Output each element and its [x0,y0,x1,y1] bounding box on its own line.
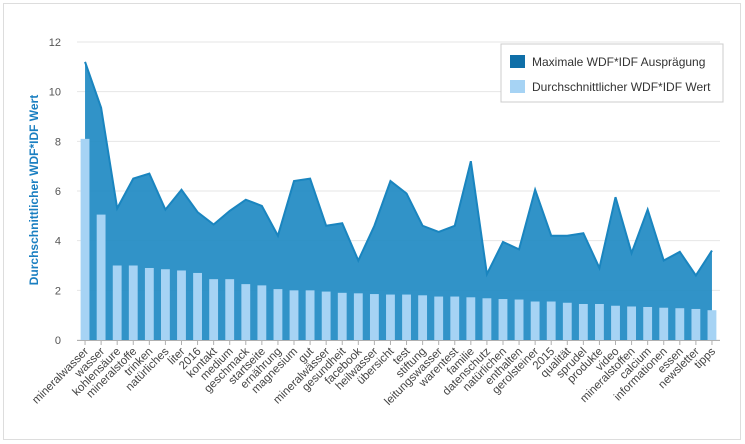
avg-bar[interactable] [80,138,90,340]
y-tick-label: 8 [55,136,61,148]
avg-bar[interactable] [209,279,219,340]
legend: Maximale WDF*IDF Ausprägung Durchschnitt… [500,43,724,103]
y-tick-label: 12 [49,37,61,49]
avg-bar[interactable] [402,294,411,340]
avg-bar[interactable] [530,301,540,340]
avg-bar[interactable] [450,296,460,340]
avg-bar[interactable] [369,294,379,340]
avg-bar[interactable] [160,269,170,340]
axes [77,340,720,345]
legend-swatch-max[interactable] [510,55,525,68]
y-tick-label: 6 [55,186,61,198]
avg-bar[interactable] [466,297,476,340]
y-tick-label: 0 [55,335,61,347]
avg-series-bars [80,138,717,341]
legend-box [500,43,724,103]
avg-bar[interactable] [225,279,235,340]
avg-bar[interactable] [321,291,331,340]
avg-bar[interactable] [562,302,572,340]
y-axis-title: Durchschnittlicher WDF*IDF Wert [27,95,41,285]
avg-bar[interactable] [498,299,508,340]
avg-bar[interactable] [643,306,653,340]
avg-bar[interactable] [112,265,122,341]
legend-label-avg[interactable]: Durchschnittlicher WDF*IDF Wert [532,80,711,94]
avg-bar[interactable] [128,265,138,341]
max-area-fill [85,61,712,340]
avg-bar[interactable] [675,308,685,340]
avg-bar[interactable] [241,284,251,340]
avg-bar[interactable] [353,293,363,340]
y-tick-label: 2 [55,285,61,297]
avg-bar[interactable] [434,296,444,340]
avg-bar[interactable] [691,308,701,340]
max-area-line [84,61,713,278]
avg-bar[interactable] [627,306,637,340]
avg-bar[interactable] [177,270,186,340]
avg-bar[interactable] [611,305,620,340]
avg-bar[interactable] [482,298,492,340]
avg-bar[interactable] [659,307,669,340]
y-tick-label: 4 [55,236,61,248]
legend-label-max[interactable]: Maximale WDF*IDF Ausprägung [532,55,705,69]
max-series-area [84,61,713,340]
avg-bar[interactable] [257,285,267,340]
avg-bar[interactable] [273,289,283,340]
avg-bar[interactable] [546,301,556,340]
legend-swatch-avg[interactable] [510,80,525,93]
avg-bar[interactable] [337,292,347,340]
avg-bar[interactable] [386,294,395,340]
avg-bar[interactable] [418,295,428,340]
avg-bar[interactable] [305,290,315,340]
y-tick-label: 10 [49,87,61,99]
avg-bar[interactable] [578,303,588,340]
y-tick-labels: 0 2 4 6 8 10 12 [49,37,61,347]
avg-bar[interactable] [193,272,202,340]
avg-bar[interactable] [707,310,717,340]
avg-bar[interactable] [514,299,524,340]
avg-bar[interactable] [144,267,154,340]
avg-bar[interactable] [595,303,604,340]
avg-bar[interactable] [96,214,106,340]
avg-bar[interactable] [289,290,299,340]
